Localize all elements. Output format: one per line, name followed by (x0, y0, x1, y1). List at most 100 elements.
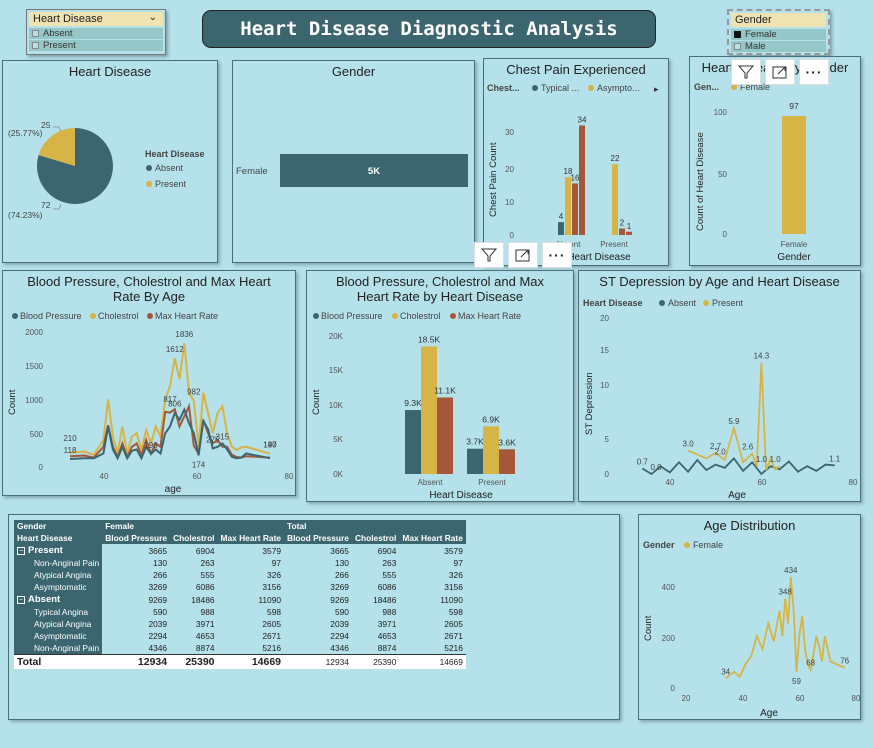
table-row: − Absent 9269 18486 11090 9269 18486 11090 (14, 593, 466, 606)
heart-disease-pie-panel[interactable]: Heart Disease 25 (25.77%) 72 (74.23%) He… (2, 60, 218, 263)
pie-slice-present[interactable] (38, 127, 75, 166)
slicer-item-male[interactable]: Male (731, 41, 826, 52)
slicer-item-female[interactable]: Female (731, 29, 826, 40)
value-cell: 590 (334, 607, 349, 617)
data-label: 196 (144, 441, 158, 450)
slicer-item-label: Present (43, 40, 76, 51)
line-present[interactable] (687, 362, 781, 471)
legend-label[interactable]: Cholestrol (98, 311, 139, 321)
bar-present-3[interactable] (626, 231, 632, 235)
slicer-item-present[interactable]: Present (29, 40, 163, 51)
column-header[interactable]: Cholestrol (170, 532, 218, 544)
chevron-down-icon[interactable]: ⌄ (148, 12, 157, 23)
bar-value-label: 6.9K (482, 414, 500, 424)
filter-icon (480, 248, 498, 262)
legend-label[interactable]: Present (712, 298, 744, 308)
y-tick: 15K (329, 366, 344, 375)
bar-absent-1[interactable] (565, 177, 571, 235)
legend-label[interactable]: Female (693, 540, 723, 550)
bar-absent-max-heart-rate[interactable] (437, 397, 453, 474)
line-blood-pressure[interactable] (69, 406, 271, 461)
slicer-item-absent[interactable]: Absent (29, 28, 163, 39)
table-row: Typical Angina 590 988 598 590 988 598 (14, 606, 466, 618)
pie-slice-absent[interactable] (36, 128, 113, 204)
matrix-panel[interactable]: Gender Female Total Heart Disease Blood Pres… (8, 514, 620, 720)
x-axis-label: Age (728, 490, 746, 501)
legend-label[interactable]: Max Heart Rate (155, 311, 218, 321)
collapse-icon[interactable]: − (17, 596, 25, 604)
bp-by-hd-panel[interactable]: Blood Pressure, Cholestrol and Max Heart… (306, 270, 574, 502)
heart-disease-slicer[interactable]: Heart Disease ⌄ Absent Present (26, 9, 166, 55)
y-tick: 5 (605, 435, 610, 444)
y-tick: 50 (718, 170, 727, 179)
bar-absent-cholestrol[interactable] (421, 346, 437, 474)
slicer-header[interactable]: Gender (731, 13, 826, 27)
data-label: 5.9 (728, 417, 740, 426)
age-distribution-panel[interactable]: Age Distribution Gender Female Count 0 2… (638, 514, 861, 720)
column-header[interactable]: Blood Pressure (284, 532, 352, 544)
value-cell: 2039 (102, 618, 171, 630)
filter-button[interactable] (474, 242, 504, 268)
bar-present-2[interactable] (619, 228, 625, 235)
checkbox-icon[interactable] (734, 31, 741, 38)
hd-by-gender-panel[interactable]: Heart Disease by Gender Gen... Female Co… (689, 56, 861, 266)
bar-absent-3[interactable] (579, 125, 585, 235)
checkbox-icon[interactable] (32, 42, 39, 49)
legend-label[interactable]: Absent (155, 163, 184, 173)
line-max-heart-rate[interactable] (69, 402, 271, 460)
bar-absent-0[interactable] (558, 222, 564, 235)
st-depression-panel[interactable]: ST Depression by Age and Heart Disease H… (578, 270, 861, 502)
more-options-button[interactable]: ··· (542, 242, 572, 268)
bar-female[interactable] (782, 116, 806, 234)
line-female[interactable] (725, 576, 846, 680)
value-cell: 598 (217, 606, 285, 618)
column-header[interactable]: Blood Pressure (102, 532, 171, 544)
x-axis-label: Heart Disease (567, 252, 631, 263)
line-absent[interactable] (641, 457, 835, 476)
column-group-label: Female (102, 520, 285, 532)
row-header: − Present (14, 544, 103, 557)
slicer-header[interactable]: Heart Disease ⌄ (29, 12, 163, 26)
filter-button[interactable] (731, 59, 761, 85)
bar-present-cholestrol[interactable] (483, 426, 499, 474)
checkbox-icon[interactable] (734, 43, 741, 50)
focus-mode-button[interactable] (765, 59, 795, 85)
gender-slicer[interactable]: Gender Female Male (727, 9, 830, 55)
column-header[interactable]: Heart Disease (14, 532, 103, 544)
bar-value-label: 4 (559, 212, 564, 221)
bar-present-max-heart-rate[interactable] (499, 449, 515, 474)
value-cell: 2671 (444, 631, 463, 641)
y-tick: 500 (30, 430, 44, 439)
column-header[interactable]: Cholestrol (351, 532, 400, 544)
y-tick: 0 (39, 463, 44, 472)
legend-label[interactable]: Female (740, 82, 770, 92)
bar-absent-blood-pressure[interactable] (405, 410, 421, 474)
bar-present-1[interactable] (612, 164, 618, 235)
bar-present-blood-pressure[interactable] (467, 448, 483, 474)
legend-label[interactable]: Asympto... (597, 83, 640, 93)
value-cell: 6086 (377, 582, 397, 592)
bar-value-label: 18 (564, 167, 573, 176)
collapse-icon[interactable]: − (17, 547, 25, 555)
bp-by-age-panel[interactable]: Blood Pressure, Cholestrol and Max Heart… (2, 270, 296, 496)
focus-mode-button[interactable] (508, 242, 538, 268)
bar-female[interactable] (280, 154, 468, 187)
gender-bar-panel[interactable]: Gender Female 5K (232, 60, 475, 263)
chest-pain-panel[interactable]: Chest Pain Experienced Chest... Typical … (483, 58, 669, 266)
legend-label[interactable]: Present (155, 179, 187, 189)
legend-label[interactable]: Max Heart Rate (458, 311, 521, 321)
line-cholestrol[interactable] (69, 342, 271, 457)
checkbox-icon[interactable] (32, 30, 39, 37)
column-header[interactable]: Max Heart Rate (399, 532, 466, 544)
y-tick: 30 (505, 128, 514, 137)
legend-label[interactable]: Cholestrol (400, 311, 441, 321)
legend-scroll-icon[interactable]: ▸ (654, 84, 659, 94)
legend-label[interactable]: Typical ... (541, 83, 579, 93)
y-axis-label: Count of Heart Disease (695, 132, 706, 231)
legend-label[interactable]: Blood Pressure (321, 311, 383, 321)
bar-absent-2[interactable] (572, 183, 578, 235)
legend-label[interactable]: Absent (668, 298, 697, 308)
column-header[interactable]: Max Heart Rate (217, 532, 285, 544)
legend-label[interactable]: Blood Pressure (20, 311, 82, 321)
more-options-button[interactable]: ··· (799, 59, 829, 85)
